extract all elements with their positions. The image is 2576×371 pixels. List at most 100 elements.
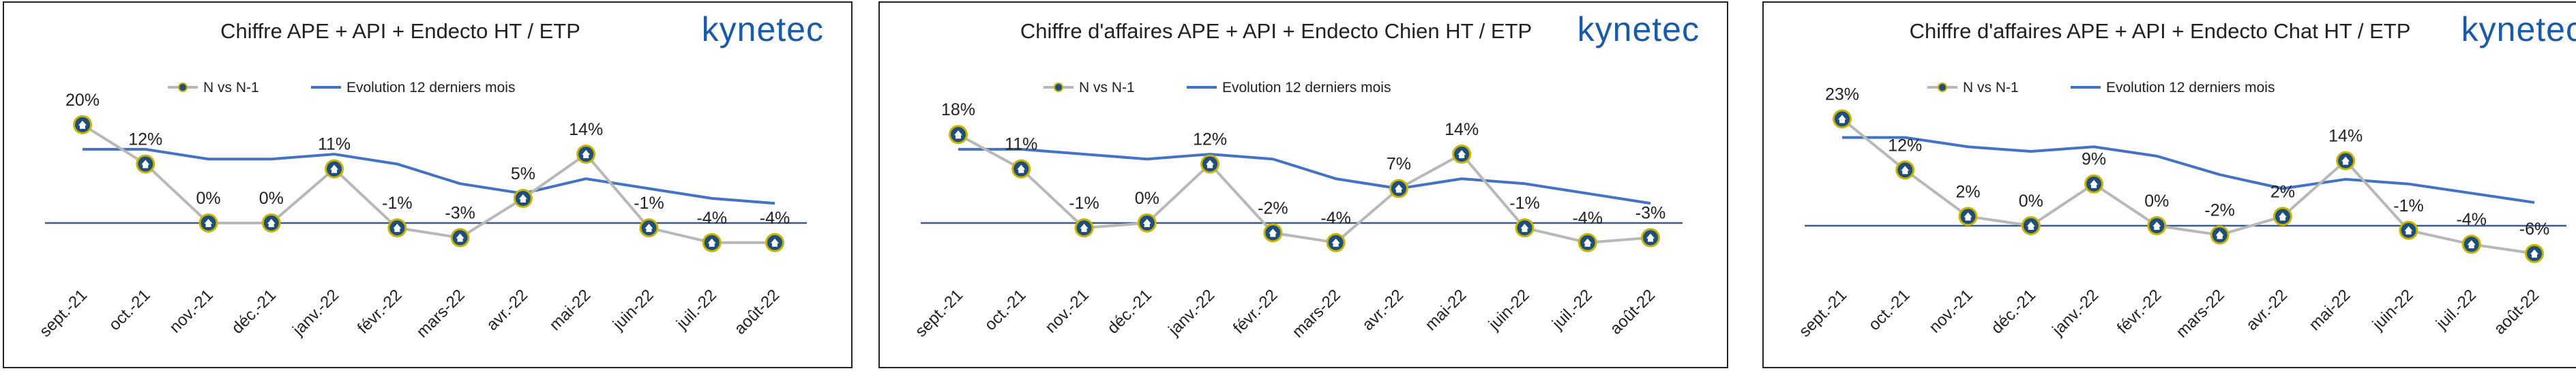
x-tick-label: avr.-22 [483, 286, 531, 334]
legend-nvsn-label: N vs N-1 [1079, 80, 1135, 95]
house-icon [204, 218, 213, 227]
house-icon [2152, 221, 2161, 230]
data-point-marker [1958, 207, 1978, 226]
data-label: -1% [382, 194, 412, 213]
data-point-marker [1200, 154, 1220, 174]
data-label: -1% [634, 194, 664, 213]
data-label: 0% [1135, 189, 1159, 208]
data-label: 2% [2270, 182, 2295, 201]
legend-nvsn-label: N vs N-1 [1963, 80, 2019, 95]
data-label: 2% [1955, 182, 1980, 201]
chart-title: Chiffre d'affaires APE + API + Endecto C… [1910, 19, 2411, 43]
kynetec-logo: kynetec [702, 10, 824, 48]
house-icon [1017, 164, 1026, 173]
data-label: -4% [696, 209, 726, 228]
house-icon [2090, 179, 2099, 188]
house-icon [1646, 233, 1655, 242]
data-label: -2% [1258, 198, 1288, 218]
data-label: 0% [259, 189, 284, 208]
x-tick-label: août-22 [731, 286, 784, 338]
x-tick-label: juin-22 [2369, 286, 2417, 334]
data-point-marker [1641, 228, 1660, 248]
data-label: 18% [941, 100, 975, 119]
house-icon [1394, 184, 1403, 193]
house-icon [2467, 240, 2476, 249]
data-label: 12% [1888, 136, 1922, 155]
x-tick-label: juin-22 [1485, 286, 1533, 334]
x-tick-label: mars-22 [1289, 286, 1344, 341]
legend-nvsn-swatch-marker [1054, 83, 1063, 92]
data-point-marker [639, 218, 659, 238]
data-label: -3% [445, 204, 475, 223]
data-point-marker [387, 218, 407, 238]
legend-trend-label: Evolution 12 derniers mois [346, 80, 515, 95]
data-label: 0% [2144, 192, 2169, 211]
x-tick-label: déc.-21 [1104, 286, 1155, 338]
data-label: -1% [1069, 194, 1099, 213]
data-point-marker [2084, 174, 2104, 194]
house-icon [2026, 221, 2035, 230]
data-label: 11% [318, 135, 351, 154]
data-point-marker [198, 213, 218, 233]
data-label: -4% [1572, 209, 1602, 228]
series-line-n-vs-n1 [958, 133, 1651, 244]
data-point-marker [1263, 223, 1283, 243]
data-label: -2% [2204, 201, 2234, 220]
legend-trend-label: Evolution 12 derniers mois [1222, 80, 1391, 95]
house-icon [771, 238, 779, 247]
series-line-evolution-12-mois [1842, 136, 2535, 204]
legend-nvsn-swatch-marker [178, 83, 188, 92]
x-tick-label: sept.-21 [36, 286, 91, 340]
chart-svg-1: Chiffre APE + API + Endecto HT / ETP kyne… [36, 10, 824, 341]
series-line-evolution-12-mois [958, 147, 1651, 205]
house-icon [582, 150, 591, 159]
data-point-marker [513, 188, 533, 208]
x-tick-label: janv.-22 [2048, 286, 2102, 340]
x-tick-label: mars-22 [413, 286, 469, 341]
data-label: -4% [1320, 209, 1350, 228]
data-label: -4% [2456, 210, 2486, 229]
data-label: -4% [760, 209, 790, 228]
house-icon [954, 130, 962, 139]
x-tick-label: oct.-21 [981, 286, 1030, 334]
x-tick-label: oct.-21 [1865, 286, 1914, 334]
x-tick-label: avr.-22 [1359, 286, 1407, 334]
series-line-evolution-12-mois [83, 147, 775, 205]
data-label: -3% [1635, 204, 1665, 223]
x-tick-label: mars-22 [2173, 286, 2228, 341]
data-point-marker [1578, 233, 1597, 252]
chart-title: Chiffre d'affaires APE + API + Endecto C… [1020, 19, 1532, 43]
x-tick-label: nov.-21 [1925, 286, 1976, 336]
house-icon [1457, 150, 1466, 159]
data-point-marker [2021, 216, 2041, 235]
x-tick-label: déc.-21 [228, 286, 280, 338]
data-point-marker [1452, 145, 1472, 164]
chart-panel-1: Chiffre APE + API + Endecto HT / ETP kyne… [3, 1, 853, 368]
x-tick-label: avr.-22 [2242, 286, 2291, 334]
data-label: -6% [2519, 220, 2549, 239]
data-point-marker [1389, 179, 1408, 198]
house-icon [2215, 231, 2224, 239]
data-label: 11% [1005, 135, 1037, 154]
data-point-marker [949, 125, 968, 145]
data-point-marker [765, 233, 784, 252]
house-icon [2404, 226, 2413, 235]
data-point-marker [2336, 151, 2356, 170]
house-icon [707, 238, 716, 247]
data-point-marker [1326, 233, 1346, 252]
chart-title: Chiffre APE + API + Endecto HT / ETP [220, 19, 580, 43]
data-label: 12% [128, 130, 162, 149]
series-line-n-vs-n1 [1841, 117, 2535, 255]
data-point-marker [2525, 243, 2544, 263]
data-label: 12% [1193, 130, 1227, 149]
house-icon [645, 224, 653, 233]
chart-panel-2: Chiffre d'affaires APE + API + Endecto C… [878, 1, 1728, 368]
x-tick-label: déc.-21 [1987, 286, 2039, 338]
house-icon [330, 164, 339, 173]
data-point-marker [1137, 213, 1157, 233]
data-label: 9% [2082, 150, 2106, 169]
chart-svg-2: Chiffre d'affaires APE + API + Endecto C… [912, 10, 1700, 341]
data-point-marker [2461, 235, 2481, 254]
kynetec-logo: kynetec [1578, 10, 1700, 48]
data-label: 20% [65, 91, 100, 110]
